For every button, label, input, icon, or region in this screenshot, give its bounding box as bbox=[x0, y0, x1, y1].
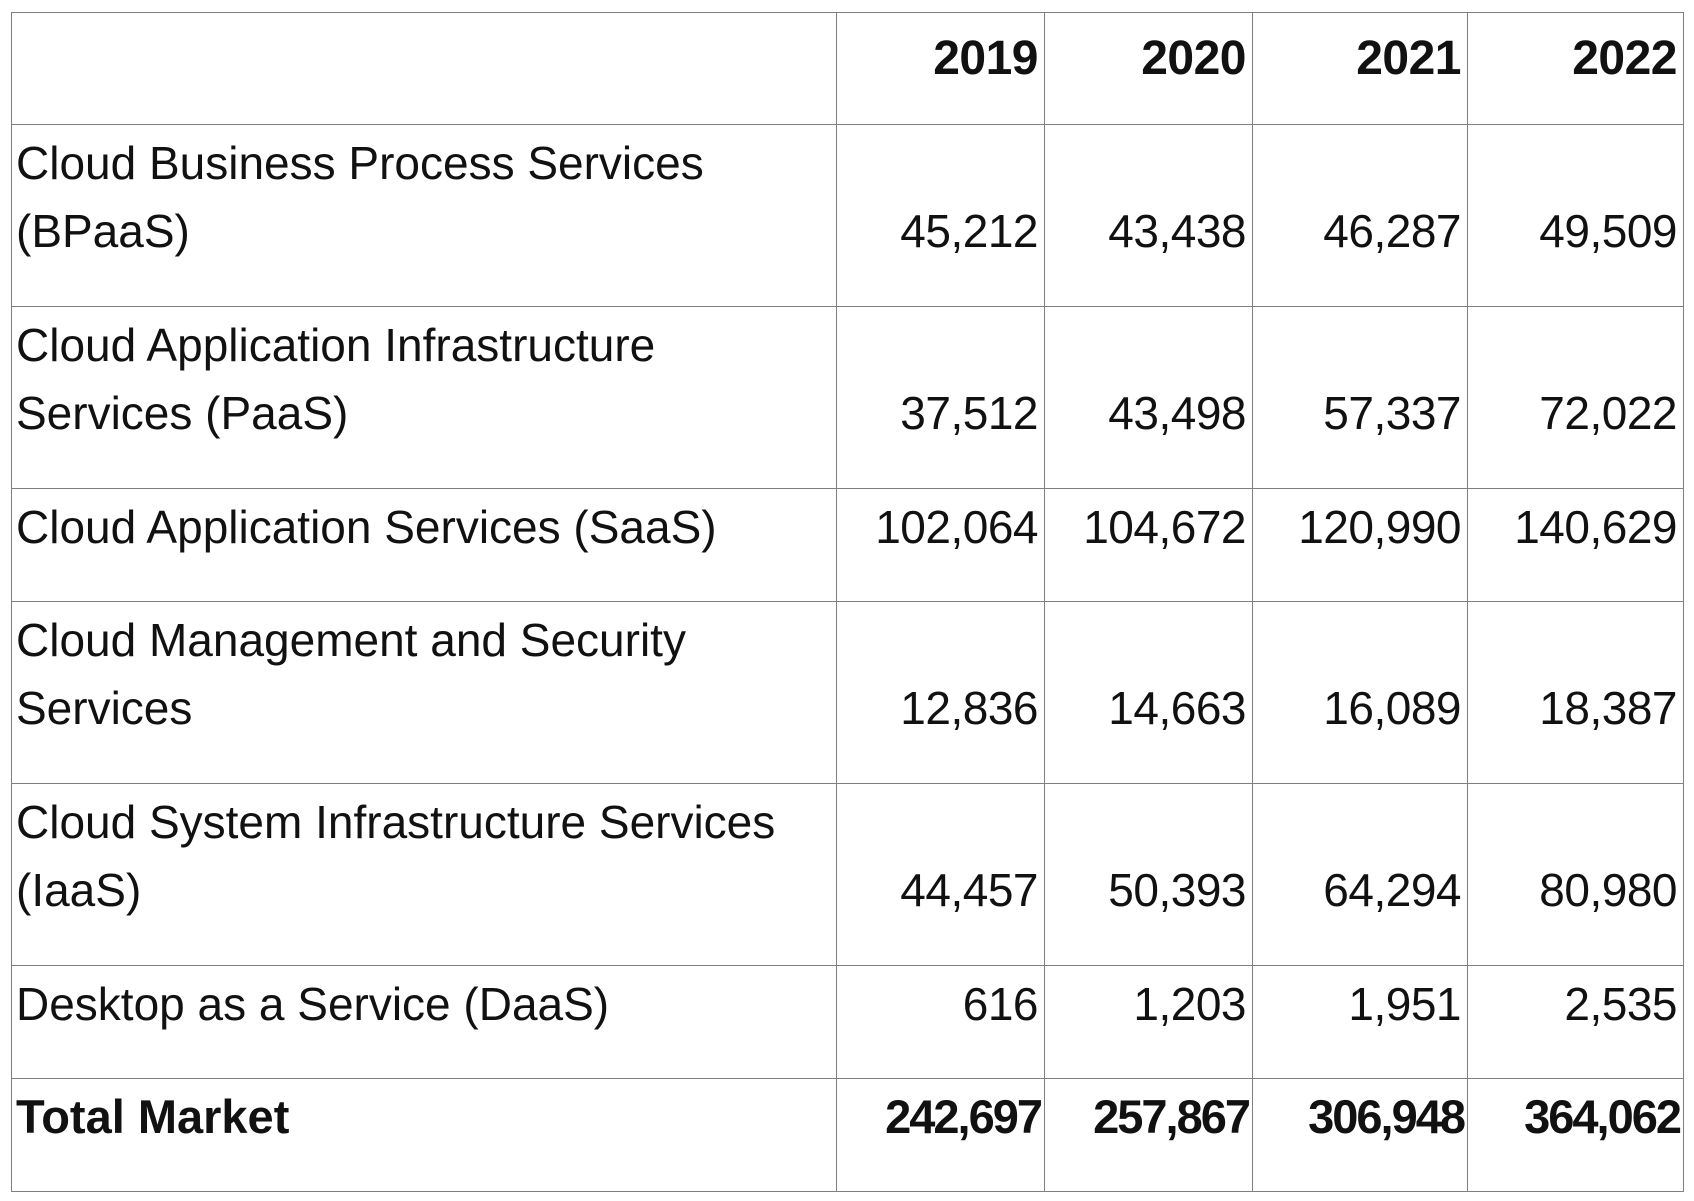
header-row: 2019 2020 2021 2022 bbox=[11, 12, 1684, 125]
cell-value: 80,980 bbox=[1467, 782, 1684, 966]
cell-value: 12,836 bbox=[836, 600, 1045, 784]
cell-value: 43,438 bbox=[1044, 124, 1253, 307]
row-label: Desktop as a Service (DaaS) bbox=[11, 964, 837, 1079]
cell-value: 104,672 bbox=[1044, 487, 1253, 602]
row-label: Cloud Application Infrastructure Service… bbox=[11, 305, 837, 489]
cell-value: 44,457 bbox=[836, 782, 1045, 966]
cell-value: 57,337 bbox=[1252, 305, 1468, 489]
cell-value: 72,022 bbox=[1467, 305, 1684, 489]
table-row-daas: Desktop as a Service (DaaS) 616 1,203 1,… bbox=[11, 964, 1684, 1079]
cell-value: 18,387 bbox=[1467, 600, 1684, 784]
row-label: Cloud Business Process Services (BPaaS) bbox=[11, 124, 837, 307]
cell-value: 1,203 bbox=[1044, 964, 1253, 1079]
table-row-iaas: Cloud System Infrastructure Services (Ia… bbox=[11, 782, 1684, 966]
cell-value: 64,294 bbox=[1252, 782, 1468, 966]
cell-value: 43,498 bbox=[1044, 305, 1253, 489]
header-cell-2021: 2021 bbox=[1252, 12, 1468, 125]
total-label: Total Market bbox=[11, 1077, 837, 1193]
table-row-saas: Cloud Application Services (SaaS) 102,06… bbox=[11, 487, 1684, 602]
row-label: Cloud Management and Security Services bbox=[11, 600, 837, 784]
header-cell-2020: 2020 bbox=[1044, 12, 1253, 125]
row-label: Cloud Application Services (SaaS) bbox=[11, 487, 837, 602]
cell-value: 2,535 bbox=[1467, 964, 1684, 1079]
total-value: 306,948 bbox=[1252, 1077, 1468, 1193]
table-row-management-security: Cloud Management and Security Services 1… bbox=[11, 600, 1684, 784]
table-row-total: Total Market 242,697 257,867 306,948 364… bbox=[11, 1077, 1684, 1193]
header-cell-2022: 2022 bbox=[1467, 12, 1684, 125]
cell-value: 14,663 bbox=[1044, 600, 1253, 784]
cell-value: 49,509 bbox=[1467, 124, 1684, 307]
cell-value: 1,951 bbox=[1252, 964, 1468, 1079]
total-value: 364,062 bbox=[1467, 1077, 1684, 1193]
header-cell-2019: 2019 bbox=[836, 12, 1045, 125]
cell-value: 616 bbox=[836, 964, 1045, 1079]
cell-value: 140,629 bbox=[1467, 487, 1684, 602]
total-value: 242,697 bbox=[836, 1077, 1045, 1193]
forecast-table-container: 2019 2020 2021 2022 Cloud Business Proce… bbox=[11, 12, 1684, 1193]
header-cell-empty bbox=[11, 12, 837, 125]
cell-value: 16,089 bbox=[1252, 600, 1468, 784]
table-row-bpaas: Cloud Business Process Services (BPaaS) … bbox=[11, 124, 1684, 307]
cloud-services-forecast-table: 2019 2020 2021 2022 Cloud Business Proce… bbox=[11, 12, 1684, 1193]
cell-value: 46,287 bbox=[1252, 124, 1468, 307]
total-value: 257,867 bbox=[1044, 1077, 1253, 1193]
table-row-paas: Cloud Application Infrastructure Service… bbox=[11, 305, 1684, 489]
cell-value: 37,512 bbox=[836, 305, 1045, 489]
row-label: Cloud System Infrastructure Services (Ia… bbox=[11, 782, 837, 966]
cell-value: 50,393 bbox=[1044, 782, 1253, 966]
cell-value: 120,990 bbox=[1252, 487, 1468, 602]
cell-value: 45,212 bbox=[836, 124, 1045, 307]
cell-value: 102,064 bbox=[836, 487, 1045, 602]
